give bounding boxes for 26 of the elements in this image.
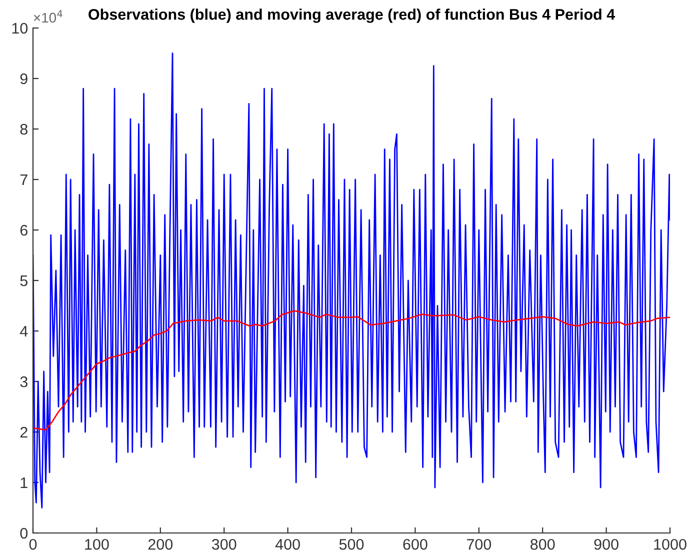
chart-title: Observations (blue) and moving average (red) of function Bus 4 Period 4 xyxy=(88,8,616,23)
y-tick-label: 10 xyxy=(12,22,28,34)
x-tick-label: 900 xyxy=(594,538,618,550)
y-tick-label: 0 xyxy=(20,528,28,539)
y-tick-label: 3 xyxy=(20,376,28,388)
x-tick-label: 400 xyxy=(275,538,300,550)
y-tick-label: 4 xyxy=(20,326,28,337)
x-tick-label: 300 xyxy=(212,538,236,550)
x-tick-label: 800 xyxy=(530,538,555,550)
x-tick-label: 200 xyxy=(148,538,173,550)
y-tick-label: 6 xyxy=(20,224,28,236)
x-tick-label: 100 xyxy=(85,538,109,550)
x-tick-label: 500 xyxy=(339,538,364,550)
x-tick-label: 0 xyxy=(29,538,37,550)
y-tick-label: 7 xyxy=(20,174,28,186)
y-tick-label: 2 xyxy=(20,426,28,438)
line-series xyxy=(33,310,670,431)
x-tick-label: 1000 xyxy=(654,538,686,550)
y-tick-label: 9 xyxy=(20,73,28,84)
y-tick-label: 5 xyxy=(20,276,28,286)
x-tick-label: 700 xyxy=(466,538,492,550)
y-tick-label: 1 xyxy=(20,478,28,488)
line-series xyxy=(33,52,670,508)
text: ×10$^{4}$ xyxy=(34,10,62,23)
x-tick-label: 600 xyxy=(403,538,428,550)
y-tick-label: 8 xyxy=(20,124,28,135)
